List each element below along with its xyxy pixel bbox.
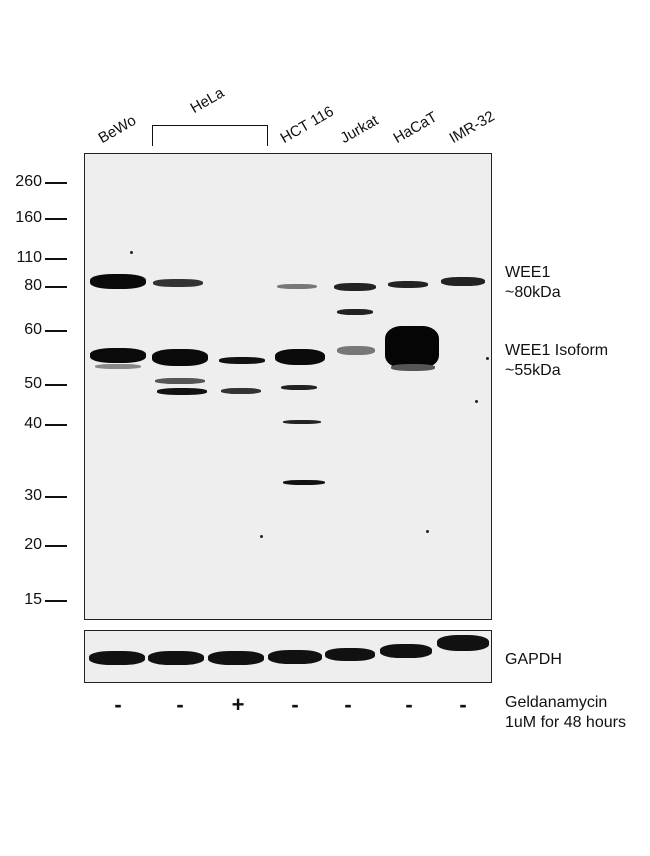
mw-label-60: 60	[24, 321, 42, 338]
mw-label-15: 15	[24, 591, 42, 608]
speck	[426, 530, 429, 533]
band-bewo-53	[95, 364, 141, 369]
band-gapdh-3	[208, 651, 264, 665]
band-jurkat-80	[334, 283, 376, 291]
lane-label-hacat: HaCaT	[390, 108, 441, 147]
speck	[486, 357, 489, 360]
mw-tick-20	[45, 545, 67, 547]
isoform-label-line2: ~55kDa	[505, 362, 561, 379]
lane-label-jurkat: Jurkat	[337, 111, 382, 147]
isoform-label: WEE1 Isoform ~55kDa	[505, 341, 608, 381]
mw-tick-40	[45, 424, 67, 426]
band-gapdh-7	[437, 635, 489, 651]
hela-bracket	[152, 125, 268, 146]
mw-label-20: 20	[24, 536, 42, 553]
band-hacat-80	[388, 281, 428, 288]
band-imr32-80	[441, 277, 485, 286]
band-gapdh-6	[380, 644, 432, 658]
band-gapdh-2	[148, 651, 204, 665]
mw-label-110: 110	[16, 249, 42, 266]
band-jurkat-68	[337, 309, 373, 315]
mw-tick-50	[45, 384, 67, 386]
band-gapdh-5	[325, 648, 375, 661]
band-bewo-55	[90, 348, 146, 363]
band-gapdh-4	[268, 650, 322, 664]
wee1-label-line1: WEE1	[505, 264, 551, 281]
treatment-sign-lane3: +	[231, 692, 245, 717]
band-hela2-55	[219, 357, 265, 364]
isoform-label-line1: WEE1 Isoform	[505, 342, 609, 359]
treatment-label-line2: 1uM for 48 hours	[505, 714, 626, 731]
treatment-sign-lane1: -	[114, 692, 122, 717]
treatment-sign-lane6: -	[405, 692, 413, 717]
lane-label-hct116: HCT 116	[277, 102, 337, 147]
treatment-sign-lane4: -	[291, 692, 299, 717]
band-hct116-32	[283, 480, 325, 485]
mw-tick-80	[45, 286, 67, 288]
band-hct116-48	[281, 385, 317, 390]
band-hela1-55	[152, 349, 208, 366]
band-jurkat-58	[337, 346, 375, 355]
band-bewo-80	[90, 274, 146, 289]
band-hct116-80	[277, 284, 317, 289]
mw-tick-60	[45, 330, 67, 332]
band-hela2-48	[221, 388, 261, 394]
band-hct116-40	[283, 420, 321, 424]
band-hct116-55	[275, 349, 325, 365]
mw-label-40: 40	[24, 415, 42, 432]
band-gapdh-1	[89, 651, 145, 665]
speck	[260, 535, 263, 538]
speck	[130, 251, 133, 254]
treatment-label-line1: Geldanamycin	[505, 694, 608, 711]
gapdh-blot-panel	[84, 630, 492, 683]
mw-tick-260	[45, 182, 67, 184]
lane-label-imr32: IMR-32	[446, 107, 498, 147]
mw-tick-30	[45, 496, 67, 498]
band-hela1-48	[157, 388, 207, 395]
mw-tick-15	[45, 600, 67, 602]
mw-label-80: 80	[24, 277, 42, 294]
treatment-sign-lane5: -	[344, 692, 352, 717]
lane-label-hela: HeLa	[187, 84, 228, 117]
treatment-sign-lane2: -	[176, 692, 184, 717]
wee1-label: WEE1 ~80kDa	[505, 263, 561, 303]
gapdh-label: GAPDH	[505, 651, 562, 668]
treatment-label: Geldanamycin 1uM for 48 hours	[505, 693, 626, 733]
band-hacat-52	[391, 364, 435, 371]
mw-label-160: 160	[15, 209, 42, 226]
mw-tick-160	[45, 218, 67, 220]
band-hela1-52	[155, 378, 205, 384]
treatment-sign-lane7: -	[459, 692, 467, 717]
mw-label-260: 260	[15, 173, 42, 190]
wee1-label-line2: ~80kDa	[505, 284, 561, 301]
mw-label-50: 50	[24, 375, 42, 392]
band-hela1-80	[153, 279, 203, 287]
speck	[475, 400, 478, 403]
mw-label-30: 30	[24, 487, 42, 504]
wee1-blot-panel	[84, 153, 492, 620]
mw-tick-110	[45, 258, 67, 260]
band-hacat-55	[385, 326, 439, 368]
lane-label-bewo: BeWo	[95, 111, 140, 147]
